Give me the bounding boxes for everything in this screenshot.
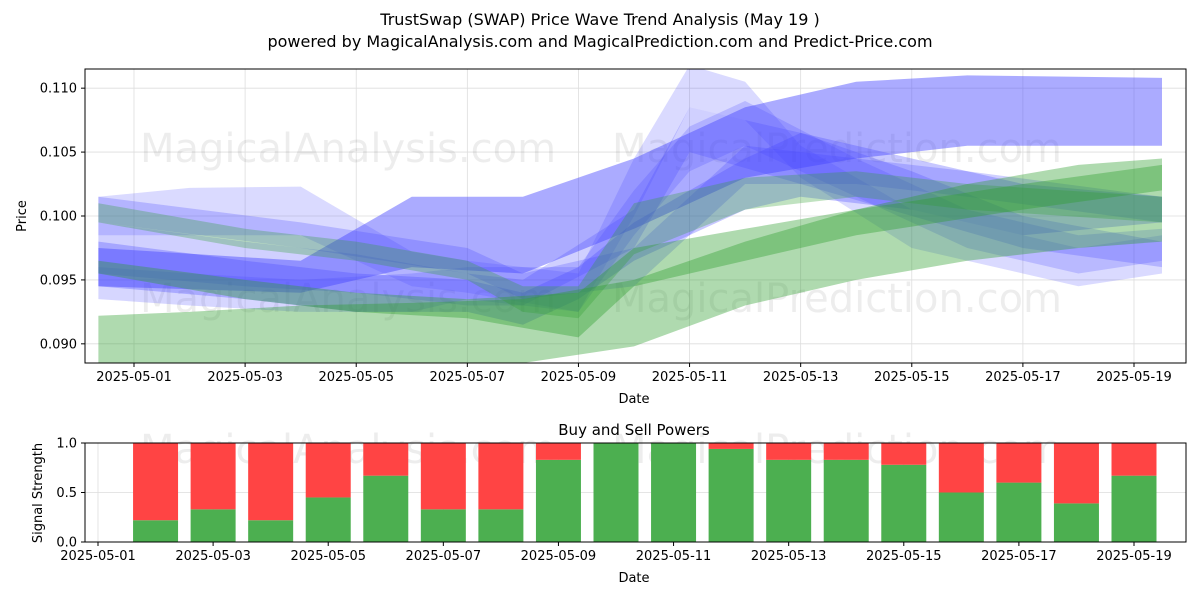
bottom-x-tick-label: 2025-05-09 <box>521 549 597 564</box>
blue-wave-band-4 <box>98 132 1162 325</box>
buy-bar <box>651 443 697 542</box>
top-x-tick-label: 2025-05-19 <box>1096 370 1172 385</box>
sell-bar <box>535 443 581 460</box>
sell-bar <box>881 443 927 465</box>
blue-wave-band-3 <box>98 145 1162 300</box>
bottom-x-tick-label: 2025-05-15 <box>866 549 942 564</box>
top-x-tick-label: 2025-05-03 <box>207 370 283 385</box>
watermark-top-right: MagicalPrediction.com <box>612 126 1062 172</box>
buy-bar <box>535 459 581 542</box>
sell-bar <box>305 443 351 498</box>
buy-bar <box>996 482 1042 542</box>
sell-bar <box>248 443 294 521</box>
buy-bar <box>190 509 236 542</box>
top-x-tick-label: 2025-05-17 <box>985 370 1061 385</box>
sell-bar <box>996 443 1042 483</box>
bottom-y-axis-label: Signal Strength <box>31 443 46 543</box>
buy-bar <box>248 520 294 542</box>
buy-bar <box>133 520 179 542</box>
sell-bar <box>420 443 466 510</box>
sell-bar <box>363 443 409 476</box>
top-y-tick-label: 0.090 <box>40 337 77 352</box>
green-wave-band-8 <box>98 158 1162 363</box>
buy-bar <box>823 459 869 542</box>
top-y-axis-label: Price <box>15 200 30 232</box>
bottom-x-tick-label: 2025-05-19 <box>1096 549 1172 564</box>
sell-bar <box>478 443 524 510</box>
blue-wave-band-5 <box>98 101 1162 312</box>
bottom-x-tick-label: 2025-05-03 <box>175 549 251 564</box>
buy-bar <box>363 475 409 542</box>
top-y-tick-label: 0.100 <box>40 210 77 225</box>
sell-bar <box>766 443 812 460</box>
top-x-tick-label: 2025-05-09 <box>541 370 617 385</box>
buy-bar <box>305 497 351 542</box>
top-x-tick-label: 2025-05-11 <box>652 370 728 385</box>
bottom-x-tick-label: 2025-05-05 <box>290 549 366 564</box>
chart-subtitle: powered by MagicalAnalysis.com and Magic… <box>267 32 933 51</box>
blue-wave-band-0 <box>98 75 1162 293</box>
watermark-mid-left: MagicalAnalysis.com <box>140 276 556 322</box>
sell-bar <box>823 443 869 460</box>
bottom-x-axis-label: Date <box>618 571 649 586</box>
green-wave-band-6 <box>98 171 1162 319</box>
bottom-chart-title: Buy and Sell Powers <box>558 421 710 439</box>
sell-bar <box>190 443 236 510</box>
bottom-x-tick-label: 2025-05-01 <box>60 549 136 564</box>
price-bands <box>98 69 1162 363</box>
buy-bar <box>478 509 524 542</box>
top-x-tick-label: 2025-05-05 <box>318 370 394 385</box>
bottom-y-tick-label: 0.0 <box>56 536 77 551</box>
blue-wave-band-2 <box>98 69 1162 312</box>
watermark-top-left: MagicalAnalysis.com <box>140 126 556 172</box>
sell-bar <box>133 443 179 521</box>
buy-bar <box>1053 503 1099 542</box>
top-y-tick-label: 0.095 <box>40 273 77 288</box>
buy-bar <box>1111 475 1157 542</box>
top-x-tick-label: 2025-05-01 <box>96 370 172 385</box>
buy-bar <box>766 459 812 542</box>
top-y-tick-label: 0.110 <box>40 82 77 97</box>
green-wave-band-7 <box>98 164 1162 338</box>
buy-bar <box>593 443 639 542</box>
sell-bar <box>708 443 754 449</box>
bottom-x-tick-label: 2025-05-11 <box>636 549 712 564</box>
bottom-x-tick-label: 2025-05-07 <box>406 549 482 564</box>
blue-wave-band-1 <box>98 107 1162 306</box>
sell-bar <box>1053 443 1099 504</box>
sell-bar <box>1111 443 1157 476</box>
bottom-x-tick-label: 2025-05-17 <box>981 549 1057 564</box>
chart-title: TrustSwap (SWAP) Price Wave Trend Analys… <box>380 10 820 29</box>
watermark-mid-right: MagicalPrediction.com <box>612 276 1062 322</box>
top-y-tick-label: 0.105 <box>40 146 77 161</box>
top-x-tick-label: 2025-05-15 <box>874 370 950 385</box>
top-x-tick-label: 2025-05-07 <box>430 370 506 385</box>
buy-bar <box>881 464 927 542</box>
buy-bar <box>420 509 466 542</box>
buy-bar <box>938 492 984 542</box>
top-x-axis-label: Date <box>618 392 649 407</box>
sell-bar <box>938 443 984 493</box>
top-x-tick-label: 2025-05-13 <box>763 370 839 385</box>
bottom-y-tick-label: 1.0 <box>56 437 77 452</box>
bottom-y-tick-label: 0.5 <box>56 486 77 501</box>
bottom-x-tick-label: 2025-05-13 <box>751 549 827 564</box>
buy-bar <box>708 448 754 542</box>
